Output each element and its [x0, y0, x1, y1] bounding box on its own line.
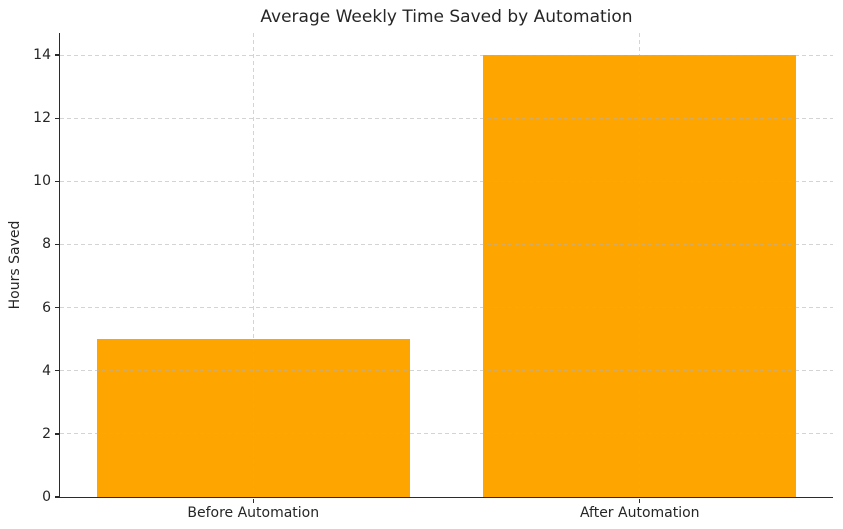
x-tick-mark-0: [252, 498, 254, 503]
y-tick-mark-14: [55, 54, 60, 56]
h-gridline-4: [60, 370, 833, 372]
h-gridline-14: [60, 54, 833, 56]
plot-area: [58, 33, 833, 498]
x-tick-label-1: After Automation: [579, 505, 700, 521]
y-tick-label-8: 8: [42, 236, 51, 253]
h-gridline-10: [60, 180, 833, 182]
y-tick-mark-6: [55, 306, 60, 309]
h-gridline-8: [60, 243, 833, 245]
y-tick-label-12: 12: [33, 110, 51, 127]
v-gridline-0: [252, 33, 254, 497]
y-tick-label-0: 0: [42, 489, 51, 505]
y-tick-label-10: 10: [33, 173, 51, 190]
h-gridline-12: [60, 117, 833, 119]
y-tick-mark-8: [55, 243, 60, 246]
y-tick-label-2: 2: [42, 425, 51, 442]
h-gridline-2: [60, 433, 833, 435]
y-tick-mark-10: [55, 180, 60, 182]
y-tick-mark-0: [55, 496, 60, 498]
y-tick-label-14: 14: [33, 47, 51, 64]
y-tick-mark-2: [55, 433, 60, 435]
y-tick-label-4: 4: [42, 362, 51, 379]
y-tick-mark-12: [55, 117, 60, 119]
v-gridline-1: [639, 33, 641, 497]
x-tick-mark-1: [639, 498, 641, 503]
y-tick-label-6: 6: [42, 299, 51, 316]
h-gridline-6: [60, 307, 833, 309]
x-tick-label-0: Before Automation: [187, 505, 320, 521]
chart-title: Average Weekly Time Saved by Automation: [260, 7, 633, 27]
y-tick-mark-4: [55, 370, 60, 372]
